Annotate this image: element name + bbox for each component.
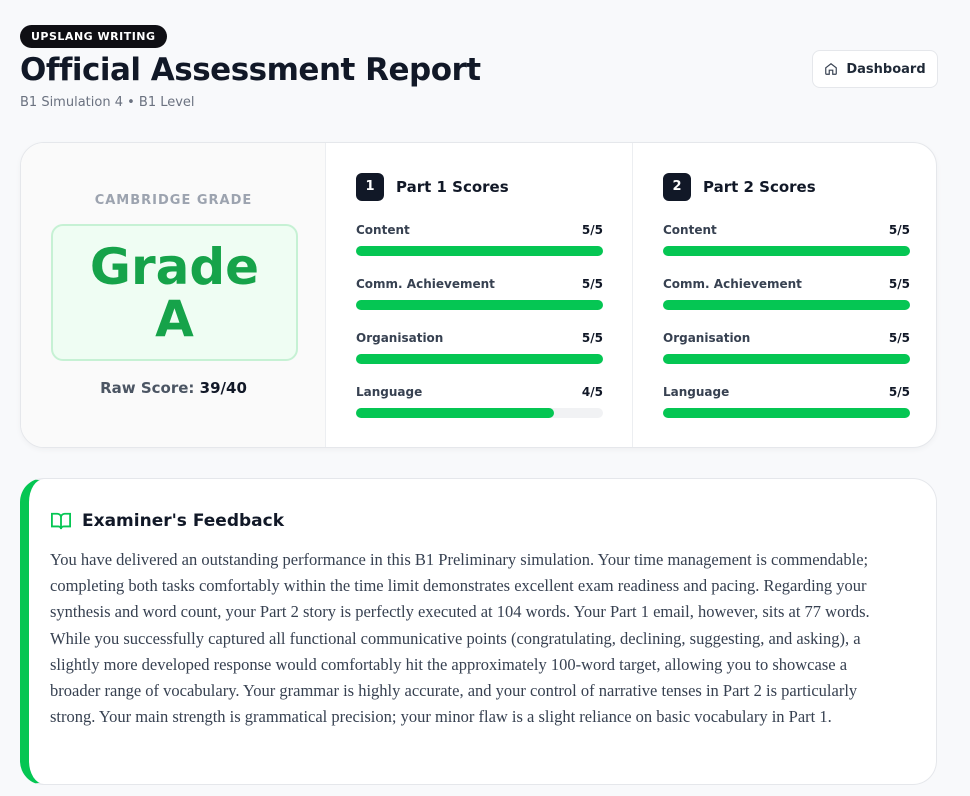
criterion-score: 5/5: [888, 277, 910, 291]
criterion-label: Comm. Achievement: [663, 277, 802, 291]
criterion-label: Language: [356, 385, 423, 399]
criterion-score: 5/5: [888, 223, 910, 237]
progress-fill: [663, 408, 910, 418]
progress-track: [356, 354, 603, 364]
part-number: 2: [663, 173, 691, 201]
progress-track: [356, 408, 603, 418]
book-icon: [51, 512, 71, 530]
progress-fill: [356, 300, 603, 310]
feedback-card: Examiner's Feedback You have delivered a…: [20, 478, 937, 785]
criterion-row: Content 5/5: [356, 223, 603, 263]
criterion-score: 5/5: [581, 331, 603, 345]
part-number: 1: [356, 173, 384, 201]
feedback-title: Examiner's Feedback: [82, 511, 285, 531]
progress-fill: [356, 354, 603, 364]
criterion-score: 4/5: [581, 385, 603, 399]
criterion-row: Comm. Achievement 5/5: [663, 277, 910, 317]
part-title: Part 2 Scores: [703, 178, 816, 196]
grade-panel: CAMBRIDGE GRADE Grade A Raw Score: 39/40: [21, 143, 326, 447]
progress-track: [356, 300, 603, 310]
progress-fill: [663, 300, 910, 310]
progress-track: [663, 246, 910, 256]
criterion-label: Organisation: [663, 331, 751, 345]
criterion-score: 5/5: [581, 277, 603, 291]
feedback-text: You have delivered an outstanding perfor…: [50, 550, 870, 727]
grade-box: Grade A: [51, 224, 298, 361]
progress-fill: [356, 408, 554, 418]
progress-fill: [356, 246, 603, 256]
button-label: Dashboard: [846, 61, 926, 77]
criterion-row: Comm. Achievement 5/5: [356, 277, 603, 317]
criterion-row: Content 5/5: [663, 223, 910, 263]
progress-fill: [663, 354, 910, 364]
dashboard-button[interactable]: Dashboard: [812, 50, 938, 88]
criterion-row: Organisation 5/5: [356, 331, 603, 371]
grade: Grade A: [89, 237, 260, 348]
progress-track: [663, 300, 910, 310]
part-panel: 2 Part 2 Scores Content 5/5 Comm. Achievemen…: [632, 143, 936, 447]
criterion-score: 5/5: [888, 331, 910, 345]
criterion-score: 5/5: [888, 385, 910, 399]
criterion-row: Language 4/5: [356, 385, 603, 425]
criterion-row: Organisation 5/5: [663, 331, 910, 371]
raw-score: Raw Score: 39/40: [21, 379, 326, 397]
criterion-score: 5/5: [581, 223, 603, 237]
progress-track: [663, 354, 910, 364]
criterion-label: Comm. Achievement: [356, 277, 495, 291]
criterion-row: Language 5/5: [663, 385, 910, 425]
part-panel: 1 Part 1 Scores Content 5/5 Comm. Achievemen…: [326, 143, 632, 447]
progress-track: [356, 246, 603, 256]
criterion-label: Organisation: [356, 331, 444, 345]
criterion-label: Content: [663, 223, 717, 237]
progress-fill: [663, 246, 910, 256]
score-card: CAMBRIDGE GRADE Grade A Raw Score: 39/40…: [20, 142, 937, 448]
page-title: Official Assessment Report: [20, 52, 481, 88]
progress-track: [663, 408, 910, 418]
grade-heading: CAMBRIDGE GRADE: [94, 193, 253, 208]
home-icon: [825, 63, 838, 75]
raw-value: 39/40: [199, 379, 247, 397]
criterion-label: Language: [663, 385, 730, 399]
raw-label: Raw Score:: [100, 379, 195, 397]
subtitle: B1 Simulation 4 • B1 Level: [20, 95, 195, 110]
part-title: Part 1 Scores: [396, 178, 509, 196]
brand-badge: UPSLANG WRITING: [20, 25, 167, 48]
criterion-label: Content: [356, 223, 410, 237]
